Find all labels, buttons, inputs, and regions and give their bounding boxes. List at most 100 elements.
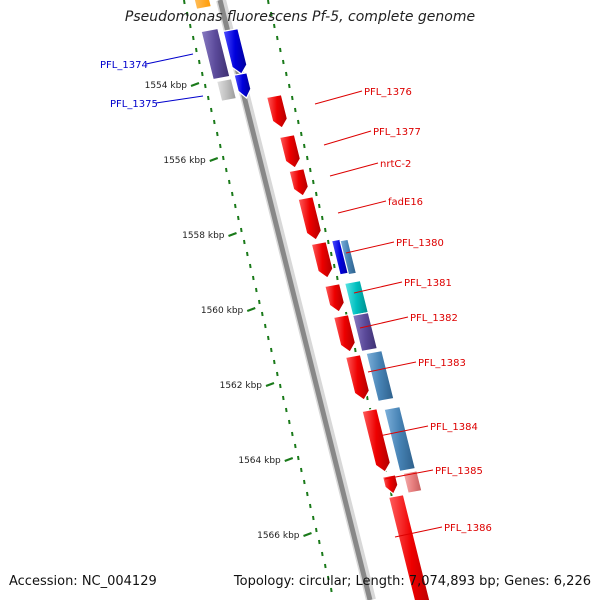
inner-dotted-guide	[219, 143, 222, 149]
inner-dotted-guide	[315, 527, 318, 533]
gene-leader-line	[314, 90, 363, 105]
feature-pfl-1383	[344, 353, 371, 401]
inner-dotted-guide	[327, 575, 330, 581]
inner-dotted-guide	[264, 323, 267, 329]
outer-dotted-guide	[330, 251, 333, 257]
outer-dotted-guide	[324, 227, 327, 233]
gene-label-right: PFL_1380	[396, 238, 444, 249]
feature-pfl-1374	[222, 27, 248, 75]
gene-leader-line	[345, 241, 395, 254]
inner-dotted-guide	[321, 551, 324, 557]
inner-dotted-guide	[198, 59, 201, 65]
scale-tick	[209, 156, 219, 163]
scale-tick	[228, 231, 237, 238]
gene-leader-line	[384, 469, 434, 480]
inner-dotted-guide	[192, 35, 195, 41]
scale-tick	[284, 456, 294, 463]
inner-dotted-guide	[309, 503, 312, 509]
inner-dotted-guide	[234, 203, 237, 209]
outer-dotted-guide	[270, 11, 273, 17]
outer-dotted-guide	[354, 347, 357, 353]
feature-pfl-1376	[265, 93, 289, 129]
outer-dotted-guide	[366, 395, 369, 401]
inner-dotted-guide	[291, 431, 294, 437]
inner-dotted-guide	[312, 515, 315, 521]
scale-tick-label: 1558 kbp	[182, 231, 225, 241]
feature-pfl-1381	[324, 282, 346, 313]
outer-dotted-guide	[336, 275, 339, 281]
feature-pfl-1377	[278, 133, 302, 169]
inner-dotted-guide	[240, 227, 243, 233]
feature-fade16	[297, 195, 323, 241]
genome-summary-text: Topology: circular; Length: 7,074,893 bp…	[233, 574, 591, 589]
backbone	[216, 0, 376, 600]
outer-dotted-guide	[303, 143, 306, 149]
outer-dotted-guide	[276, 35, 279, 41]
feature-orange	[193, 0, 213, 11]
outer-dotted-guide	[300, 131, 303, 137]
gene-leader-line	[378, 425, 429, 437]
inner-dotted-guide	[297, 455, 300, 461]
outer-dotted-guide	[333, 263, 336, 269]
outer-dotted-guide	[282, 59, 285, 65]
inner-dotted-guide	[237, 215, 240, 221]
gene-label-right: PFL_1382	[410, 313, 458, 324]
gene-leader-line	[155, 95, 204, 104]
scale-tick	[246, 306, 256, 313]
outer-dotted-guide	[312, 179, 315, 185]
inner-dotted-guide	[294, 443, 297, 449]
feature-cyan-cog	[343, 279, 370, 317]
feature-pfl-1386	[387, 493, 431, 600]
outer-dotted-guide	[309, 167, 312, 173]
gene-label-right: PFL_1377	[373, 127, 421, 138]
inner-dotted-guide	[183, 0, 186, 5]
inner-dotted-guide	[222, 155, 225, 161]
gene-label-left: PFL_1374	[100, 60, 148, 71]
gene-leader-line	[359, 316, 409, 329]
inner-dotted-guide	[249, 263, 252, 269]
inner-dotted-guide	[186, 11, 189, 17]
inner-dotted-guide	[207, 95, 210, 101]
gene-leader-line	[323, 130, 372, 146]
inner-dotted-guide	[267, 335, 270, 341]
gene-leader-line	[353, 281, 403, 294]
feature-steel-cog	[339, 238, 358, 276]
inner-dotted-guide	[255, 287, 258, 293]
scale-tick-label: 1564 kbp	[238, 456, 281, 466]
scale-tick-label: 1556 kbp	[163, 156, 206, 166]
inner-dotted-guide	[231, 191, 234, 197]
outer-dotted-guide	[321, 215, 324, 221]
inner-dotted-guide	[258, 299, 261, 305]
gene-leader-line	[337, 200, 387, 214]
outer-dotted-guide	[291, 95, 294, 101]
inner-dotted-guide	[201, 71, 204, 77]
inner-dotted-guide	[243, 239, 246, 245]
gene-label-right: PFL_1385	[435, 466, 483, 477]
scale-ticks: 1554 kbp 1556 kbp 1558 kbp 1560 kbp 1562 kbp…	[145, 81, 312, 541]
gene-leader-line	[329, 162, 379, 177]
gene-labels: PFL_1374 PFL_1375 PFL_1376 PFL_1377 nrtC-2 fa…	[100, 53, 492, 538]
inner-dotted-guide	[204, 83, 207, 89]
accession-text: Accession: NC_004129	[9, 574, 157, 589]
gene-label-right: PFL_1384	[430, 422, 478, 433]
gene-label-right: PFL_1383	[418, 358, 466, 369]
outer-dotted-guide	[288, 83, 291, 89]
backbone-line	[217, 0, 373, 600]
gene-label-right: PFL_1381	[404, 278, 452, 289]
feature-pfl-1382	[332, 313, 357, 353]
inner-dotted-guide	[324, 563, 327, 569]
outer-dotted-guide	[315, 191, 318, 197]
scale-tick	[303, 531, 312, 538]
inner-dotted-guide	[318, 539, 321, 545]
inner-dotted-guide	[273, 359, 276, 365]
outer-dotted-guide	[285, 71, 288, 77]
feature-pink-cog	[402, 470, 423, 494]
feature-slate	[200, 27, 231, 81]
inner-dotted-guide	[225, 167, 228, 173]
inner-dotted-guide	[279, 383, 282, 389]
scale-tick-label: 1560 kbp	[201, 306, 244, 316]
inner-dotted-guide	[270, 347, 273, 353]
scale-tick	[265, 381, 275, 388]
outer-dotted-guide	[297, 119, 300, 125]
